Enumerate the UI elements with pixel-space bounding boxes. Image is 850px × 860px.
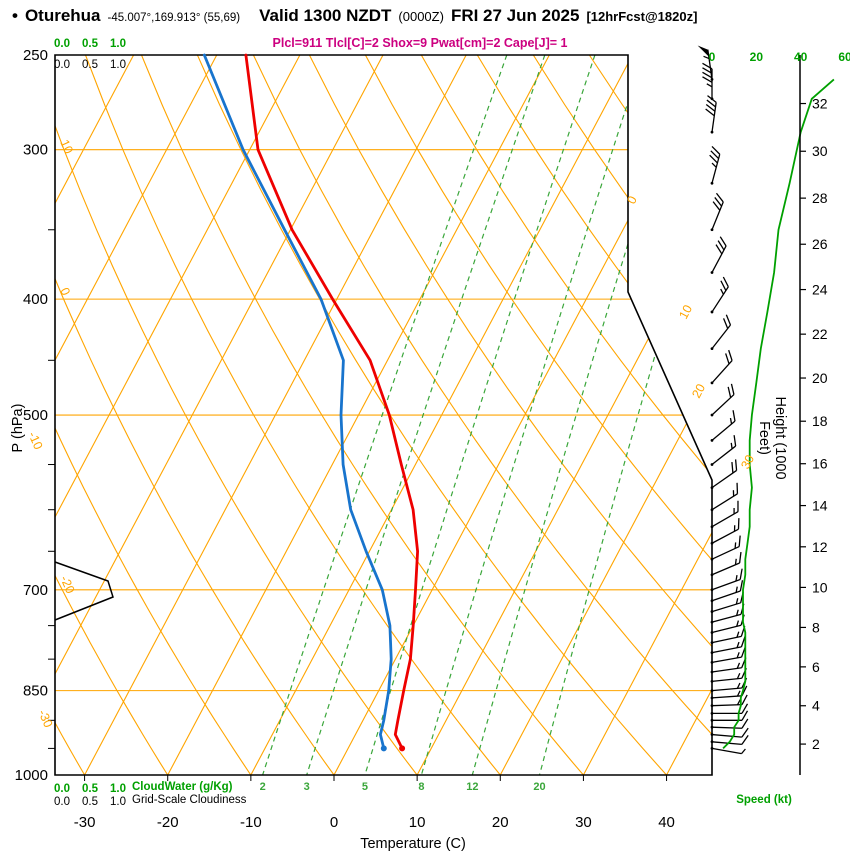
svg-text:-10: -10 <box>240 814 262 831</box>
svg-text:850: 850 <box>23 683 48 700</box>
svg-text:28: 28 <box>812 190 828 206</box>
svg-text:0: 0 <box>330 814 338 831</box>
svg-text:1.0: 1.0 <box>110 38 126 50</box>
valid-zulu: (0000Z) <box>398 9 444 24</box>
svg-text:10: 10 <box>409 814 426 831</box>
stability-params-line: Plcl=911 Tlcl[C]=2 Shox=9 Pwat[cm]=2 Cap… <box>272 36 568 50</box>
svg-text:20: 20 <box>492 814 509 831</box>
svg-text:0.5: 0.5 <box>82 783 99 795</box>
speed-axis-label: Speed (kt) <box>736 794 792 806</box>
cloudiness-axis-label: Grid-Scale Cloudiness <box>132 794 247 806</box>
svg-text:10: 10 <box>812 579 828 595</box>
cloudwater-axis-label: CloudWater (g/Kg) <box>132 781 233 793</box>
svg-text:2: 2 <box>260 781 266 793</box>
svg-text:250: 250 <box>23 47 48 64</box>
svg-text:20: 20 <box>812 370 828 386</box>
svg-text:12: 12 <box>812 539 828 555</box>
height-axis-label: Height (1000 Feet) <box>756 396 788 480</box>
svg-text:0.0: 0.0 <box>54 783 70 795</box>
svg-text:-20: -20 <box>157 814 179 831</box>
svg-text:5: 5 <box>362 781 368 793</box>
station-bullet: • <box>12 6 18 25</box>
wind-barbs <box>697 45 749 755</box>
svg-text:8: 8 <box>418 781 424 793</box>
svg-text:4: 4 <box>812 698 820 714</box>
svg-text:20: 20 <box>750 50 764 64</box>
svg-text:-10: -10 <box>25 430 45 452</box>
svg-text:14: 14 <box>812 498 828 514</box>
svg-text:16: 16 <box>812 456 828 472</box>
svg-text:30: 30 <box>575 814 592 831</box>
svg-text:-30: -30 <box>74 814 96 831</box>
svg-text:0.5: 0.5 <box>82 796 98 808</box>
svg-text:0.0: 0.0 <box>54 796 70 808</box>
svg-text:1.0: 1.0 <box>110 59 126 71</box>
svg-text:20: 20 <box>533 781 545 793</box>
forecast-tag: [12hrFcst@1820z] <box>586 9 698 24</box>
station-name: Oturehua <box>24 6 101 25</box>
svg-text:-20: -20 <box>57 574 77 596</box>
svg-text:2: 2 <box>812 736 820 752</box>
svg-text:30: 30 <box>738 453 757 472</box>
sounding-profiles <box>202 53 419 752</box>
title-bar: • Oturehua -45.007°,169.913° (55,69) Val… <box>12 6 846 26</box>
svg-text:0.0: 0.0 <box>54 59 70 71</box>
svg-text:1.0: 1.0 <box>110 783 126 795</box>
svg-text:1.0: 1.0 <box>110 796 126 808</box>
svg-text:40: 40 <box>658 814 675 831</box>
valid-time: Valid 1300 NZDT <box>259 6 392 25</box>
svg-text:22: 22 <box>812 326 828 342</box>
svg-text:0: 0 <box>709 50 716 64</box>
dewpoint-curve <box>202 53 393 750</box>
svg-text:30: 30 <box>812 143 828 159</box>
station-coords: -45.007°,169.913° (55,69) <box>107 12 241 24</box>
svg-text:10: 10 <box>676 303 695 322</box>
mixing-ratio-labels: 2 3 5 8 12 20 <box>260 781 546 793</box>
svg-text:8: 8 <box>812 619 820 635</box>
svg-text:0.5: 0.5 <box>82 38 99 50</box>
svg-text:24: 24 <box>812 282 828 298</box>
svg-text:12: 12 <box>466 781 478 793</box>
pressure-axis-label: P (hPa) <box>10 403 26 453</box>
svg-text:1000: 1000 <box>15 767 48 784</box>
svg-text:500: 500 <box>23 407 48 424</box>
svg-text:40: 40 <box>794 50 808 64</box>
temperature-axis-label: Temperature (C) <box>360 836 466 852</box>
svg-text:0.0: 0.0 <box>54 38 70 50</box>
svg-text:32: 32 <box>812 96 828 112</box>
orange-grid <box>55 55 712 775</box>
svg-text:700: 700 <box>23 582 48 599</box>
svg-text:-30: -30 <box>35 708 55 730</box>
svg-text:300: 300 <box>23 142 48 159</box>
temperature-curve <box>244 53 419 750</box>
svg-text:6: 6 <box>812 659 820 675</box>
svg-text:0: 0 <box>624 194 640 207</box>
plot-boundary <box>54 54 713 776</box>
svg-text:20: 20 <box>689 382 708 401</box>
svg-text:10: 10 <box>57 138 75 156</box>
svg-text:3: 3 <box>304 781 310 793</box>
left-marker-shape <box>54 561 114 621</box>
valid-date: FRI 27 Jun 2025 <box>450 6 580 25</box>
svg-text:0.5: 0.5 <box>82 59 98 71</box>
svg-text:18: 18 <box>812 413 828 429</box>
svg-text:60: 60 <box>838 50 850 64</box>
svg-text:26: 26 <box>812 236 828 252</box>
wind-speed-curve <box>722 78 835 750</box>
svg-text:0: 0 <box>57 286 73 298</box>
svg-text:400: 400 <box>23 291 48 308</box>
